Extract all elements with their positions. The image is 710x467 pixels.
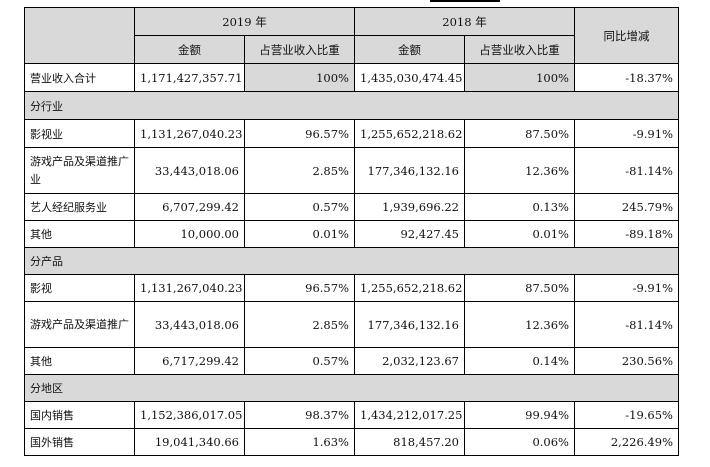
yoy-cell: -81.14% <box>574 301 679 348</box>
row-label: 国内销售 <box>24 401 135 429</box>
table-row: 国外销售 19,041,340.66 1.63% 818,457.20 0.06… <box>24 428 679 456</box>
ratio-2018-cell: 12.36% <box>464 147 575 194</box>
section-title: 分产品 <box>24 247 679 275</box>
row-label: 艺人经纪服务业 <box>24 193 135 221</box>
row-label: 其他 <box>24 220 135 248</box>
yoy-cell: -81.14% <box>574 147 679 194</box>
yoy-cell: 245.79% <box>574 193 679 221</box>
yoy-change-header: 同比增减 <box>574 7 679 64</box>
row-label: 国外销售 <box>24 428 135 456</box>
amount-2019-cell: 6,707,299.42 <box>134 193 245 221</box>
amount-2019-cell: 1,171,427,357.71 <box>134 63 245 92</box>
ratio-2018-cell: 12.36% <box>464 301 575 348</box>
section-title: 分地区 <box>24 374 679 402</box>
section-title: 分行业 <box>24 91 679 120</box>
ratio-2019-cell: 0.01% <box>244 220 355 248</box>
amount-2019-cell: 19,041,340.66 <box>134 428 245 456</box>
ratio-2019-cell: 98.37% <box>244 401 355 429</box>
page-top-rule <box>430 0 500 2</box>
year-2018-header: 2018 年 <box>354 7 575 36</box>
ratio-2019-cell: 2.85% <box>244 147 355 194</box>
table-row: 其他 10,000.00 0.01% 92,427.45 0.01% -89.1… <box>24 220 679 248</box>
ratio-2019-cell: 96.57% <box>244 274 355 302</box>
ratio-2018-cell: 87.50% <box>464 274 575 302</box>
amount-2019-cell: 6,717,299.42 <box>134 347 245 375</box>
table-row: 影视业 1,131,267,040.23 96.57% 1,255,652,21… <box>24 119 679 148</box>
ratio-2019-cell: 96.57% <box>244 119 355 148</box>
row-label: 游戏产品及渠道推广 <box>24 301 135 348</box>
section-header-row: 分产品 <box>24 247 679 275</box>
section-header-row: 分行业 <box>24 91 679 120</box>
amount-2019-cell: 1,152,386,017.05 <box>134 401 245 429</box>
table-row: 其他 6,717,299.42 0.57% 2,032,123.67 0.14%… <box>24 347 679 375</box>
ratio-2018-cell: 0.06% <box>464 428 575 456</box>
ratio-2018-cell: 0.14% <box>464 347 575 375</box>
amount-2018-cell: 1,255,652,218.62 <box>354 274 465 302</box>
table-row: 艺人经纪服务业 6,707,299.42 0.57% 1,939,696.22 … <box>24 193 679 221</box>
row-label: 营业收入合计 <box>24 63 135 92</box>
amount-2018-cell: 177,346,132.16 <box>354 301 465 348</box>
yoy-cell: -89.18% <box>574 220 679 248</box>
amount-2018-cell: 177,346,132.16 <box>354 147 465 194</box>
table-row: 国内销售 1,152,386,017.05 98.37% 1,434,212,0… <box>24 401 679 429</box>
ratio-2018-cell: 87.50% <box>464 119 575 148</box>
ratio-2018-header: 占营业收入比重 <box>464 35 575 64</box>
ratio-2018-cell: 99.94% <box>464 401 575 429</box>
yoy-cell: 2,226.49% <box>574 428 679 456</box>
ratio-2019-cell: 0.57% <box>244 193 355 221</box>
yoy-cell: -18.37% <box>574 63 679 92</box>
amount-2019-cell: 33,443,018.06 <box>134 301 245 348</box>
amount-2018-cell: 1,255,652,218.62 <box>354 119 465 148</box>
amount-2019-cell: 1,131,267,040.23 <box>134 274 245 302</box>
ratio-2018-cell: 100% <box>464 63 575 92</box>
row-label: 影视 <box>24 274 135 302</box>
yoy-cell: -9.91% <box>574 119 679 148</box>
revenue-breakdown-table: 2019 年 2018 年 同比增减 金额 占营业收入比重 金额 占营业收入比重… <box>24 7 679 456</box>
amount-2019-cell: 33,443,018.06 <box>134 147 245 194</box>
amount-2019-cell: 1,131,267,040.23 <box>134 119 245 148</box>
table-row: 游戏产品及渠道推广业 33,443,018.06 2.85% 177,346,1… <box>24 147 679 194</box>
amount-2018-cell: 2,032,123.67 <box>354 347 465 375</box>
corner-header-cell <box>24 7 135 64</box>
ratio-2019-cell: 0.57% <box>244 347 355 375</box>
ratio-2019-header: 占营业收入比重 <box>244 35 355 64</box>
amount-2018-cell: 1,435,030,474.45 <box>354 63 465 92</box>
amount-2018-cell: 1,434,212,017.25 <box>354 401 465 429</box>
year-2019-header: 2019 年 <box>134 7 355 36</box>
section-header-row: 分地区 <box>24 374 679 402</box>
amount-2019-cell: 10,000.00 <box>134 220 245 248</box>
row-label: 其他 <box>24 347 135 375</box>
table-row: 影视 1,131,267,040.23 96.57% 1,255,652,218… <box>24 274 679 302</box>
amount-2018-cell: 1,939,696.22 <box>354 193 465 221</box>
row-label: 影视业 <box>24 119 135 148</box>
row-label: 游戏产品及渠道推广业 <box>24 147 135 194</box>
table-row: 游戏产品及渠道推广 33,443,018.06 2.85% 177,346,13… <box>24 301 679 348</box>
ratio-2019-cell: 1.63% <box>244 428 355 456</box>
amount-2018-cell: 92,427.45 <box>354 220 465 248</box>
ratio-2019-cell: 2.85% <box>244 301 355 348</box>
amount-2018-cell: 818,457.20 <box>354 428 465 456</box>
ratio-2018-cell: 0.13% <box>464 193 575 221</box>
amount-2019-header: 金额 <box>134 35 245 64</box>
ratio-2018-cell: 0.01% <box>464 220 575 248</box>
ratio-2019-cell: 100% <box>244 63 355 92</box>
total-revenue-row: 营业收入合计 1,171,427,357.71 100% 1,435,030,4… <box>24 63 679 92</box>
yoy-cell: -9.91% <box>574 274 679 302</box>
yoy-cell: -19.65% <box>574 401 679 429</box>
yoy-cell: 230.56% <box>574 347 679 375</box>
amount-2018-header: 金额 <box>354 35 465 64</box>
